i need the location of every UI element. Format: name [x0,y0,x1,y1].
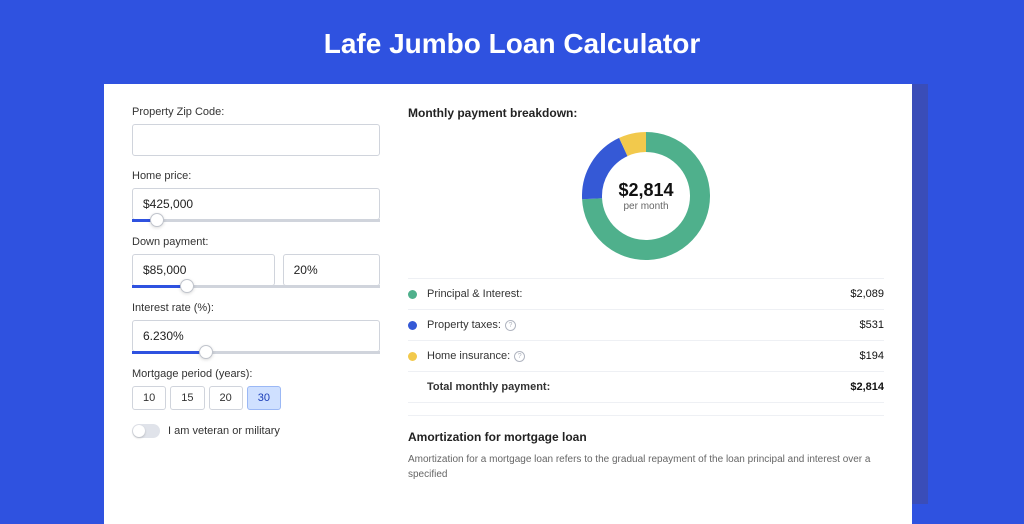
veteran-toggle[interactable] [132,424,160,438]
down-payment-pct-input[interactable] [283,254,380,286]
legend-dot [408,290,417,299]
amortization-text: Amortization for a mortgage loan refers … [408,452,884,482]
breakdown-title: Monthly payment breakdown: [408,106,884,120]
period-btn-30[interactable]: 30 [247,386,281,410]
interest-rate-slider[interactable] [132,351,380,354]
legend-row: Property taxes:?$531 [408,310,884,341]
toggle-knob [133,425,145,437]
shadow-panel: Property Zip Code: Home price: Down paym… [104,84,928,504]
zip-input[interactable] [132,124,380,156]
donut-wrap: $2,814 per month [408,132,884,260]
legend-dot [408,321,417,330]
total-value: $2,814 [850,381,884,393]
interest-rate-label: Interest rate (%): [132,302,380,314]
donut-slice [623,142,646,147]
donut-chart: $2,814 per month [582,132,710,260]
amortization-section: Amortization for mortgage loan Amortizat… [408,415,884,482]
form-column: Property Zip Code: Home price: Down paym… [132,106,380,524]
legend-row: Principal & Interest:$2,089 [408,279,884,310]
page-title: Lafe Jumbo Loan Calculator [0,0,1024,84]
zip-label: Property Zip Code: [132,106,380,118]
legend-label: Principal & Interest: [427,288,850,300]
legend-value: $194 [860,350,884,362]
home-price-input[interactable] [132,188,380,220]
info-icon[interactable]: ? [505,320,516,331]
home-price-group: Home price: [132,170,380,222]
donut-sub: per month [618,201,673,212]
period-group: Mortgage period (years): 10152030 [132,368,380,410]
donut-center: $2,814 per month [618,180,673,212]
zip-field-group: Property Zip Code: [132,106,380,156]
interest-rate-group: Interest rate (%): [132,302,380,354]
amortization-title: Amortization for mortgage loan [408,430,884,444]
legend-total-row: Total monthly payment:$2,814 [408,372,884,403]
home-price-label: Home price: [132,170,380,182]
veteran-label: I am veteran or military [168,425,280,437]
legend: Principal & Interest:$2,089Property taxe… [408,278,884,403]
period-btn-10[interactable]: 10 [132,386,166,410]
legend-dot [408,352,417,361]
period-btn-15[interactable]: 15 [170,386,204,410]
veteran-row: I am veteran or military [132,424,380,438]
breakdown-column: Monthly payment breakdown: $2,814 per mo… [408,106,884,524]
down-payment-label: Down payment: [132,236,380,248]
period-options: 10152030 [132,386,380,410]
period-label: Mortgage period (years): [132,368,380,380]
info-icon[interactable]: ? [514,351,525,362]
legend-row: Home insurance:?$194 [408,341,884,372]
legend-value: $531 [860,319,884,331]
legend-label: Property taxes:? [427,319,860,331]
down-payment-input[interactable] [132,254,275,286]
home-price-slider[interactable] [132,219,380,222]
period-btn-20[interactable]: 20 [209,386,243,410]
legend-value: $2,089 [850,288,884,300]
down-payment-slider[interactable] [132,285,380,288]
calculator-card: Property Zip Code: Home price: Down paym… [104,84,912,524]
down-payment-group: Down payment: [132,236,380,288]
donut-amount: $2,814 [618,180,673,201]
interest-rate-input[interactable] [132,320,380,352]
total-label: Total monthly payment: [427,381,850,393]
legend-label: Home insurance:? [427,350,860,362]
